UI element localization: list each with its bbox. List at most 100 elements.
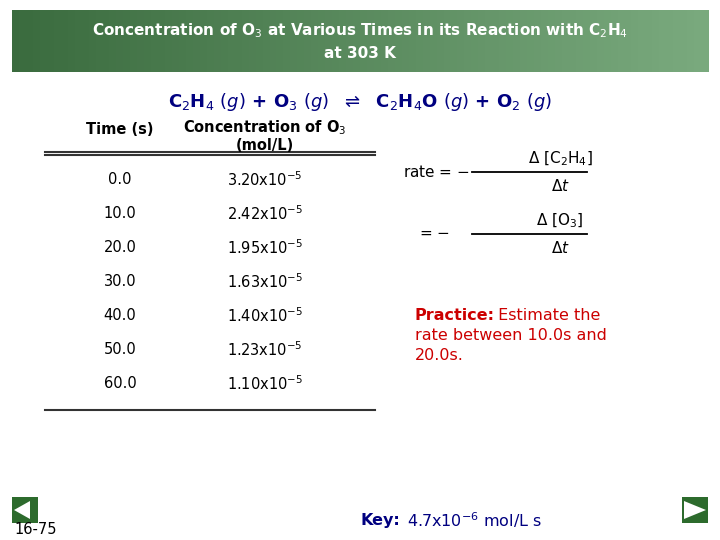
Text: $\Delta t$: $\Delta t$	[551, 240, 570, 256]
Bar	[12, 10, 20, 72]
Text: Key:: Key:	[360, 512, 400, 528]
Bar	[590, 10, 598, 72]
Bar	[360, 10, 368, 72]
Bar	[582, 10, 590, 72]
Text: 1.10x10$^{-5}$: 1.10x10$^{-5}$	[227, 375, 303, 393]
Text: 10.0: 10.0	[104, 206, 136, 221]
Text: at 303 K: at 303 K	[324, 46, 396, 62]
Bar	[256, 10, 264, 72]
Bar	[228, 10, 235, 72]
Bar	[276, 10, 284, 72]
Text: 1.95x10$^{-5}$: 1.95x10$^{-5}$	[227, 239, 303, 258]
Bar	[680, 10, 688, 72]
Bar	[221, 10, 229, 72]
Bar	[444, 10, 451, 72]
Bar	[395, 10, 402, 72]
Bar	[318, 10, 326, 72]
Bar	[436, 10, 444, 72]
Bar	[499, 10, 507, 72]
Bar	[415, 10, 423, 72]
Bar	[451, 10, 459, 72]
Bar	[423, 10, 431, 72]
Bar	[478, 10, 486, 72]
Bar	[409, 10, 417, 72]
Bar	[381, 10, 389, 72]
Text: $\Delta$ [C$_2$H$_4$]: $\Delta$ [C$_2$H$_4$]	[528, 150, 593, 168]
Bar	[242, 10, 250, 72]
Bar	[263, 10, 271, 72]
Bar	[235, 10, 243, 72]
Text: $\Delta$ [O$_3$]: $\Delta$ [O$_3$]	[536, 212, 584, 230]
Bar	[639, 10, 647, 72]
Text: 1.63x10$^{-5}$: 1.63x10$^{-5}$	[227, 273, 303, 292]
Text: 2.42x10$^{-5}$: 2.42x10$^{-5}$	[227, 205, 303, 224]
Bar	[618, 10, 626, 72]
Bar	[109, 10, 117, 72]
Bar	[33, 10, 41, 72]
Text: 16-75: 16-75	[14, 523, 56, 537]
Bar	[123, 10, 131, 72]
Bar	[75, 10, 83, 72]
Text: 20.0: 20.0	[104, 240, 136, 255]
Bar	[346, 10, 354, 72]
Text: 4.7x10$^{-6}$ mol/L s: 4.7x10$^{-6}$ mol/L s	[402, 510, 542, 530]
Bar	[12, 497, 38, 523]
Bar	[158, 10, 166, 72]
Bar	[138, 10, 145, 72]
Bar	[325, 10, 333, 72]
Bar	[172, 10, 180, 72]
Bar	[506, 10, 514, 72]
Text: Concentration of O$_3$ at Various Times in its Reaction with C$_2$H$_4$: Concentration of O$_3$ at Various Times …	[92, 22, 628, 40]
Bar	[597, 10, 605, 72]
Text: 50.0: 50.0	[104, 342, 136, 357]
Bar	[541, 10, 549, 72]
Bar	[374, 10, 382, 72]
Bar	[645, 10, 653, 72]
Text: 1.23x10$^{-5}$: 1.23x10$^{-5}$	[228, 341, 302, 359]
Text: rate between 10.0s and: rate between 10.0s and	[415, 328, 607, 343]
Bar	[694, 10, 702, 72]
Text: 30.0: 30.0	[104, 274, 136, 289]
Bar	[117, 10, 125, 72]
Bar	[353, 10, 361, 72]
Bar	[151, 10, 159, 72]
Bar	[81, 10, 89, 72]
Bar	[89, 10, 96, 72]
Polygon shape	[14, 501, 30, 519]
Bar	[26, 10, 34, 72]
Text: 40.0: 40.0	[104, 308, 136, 323]
Bar	[200, 10, 208, 72]
Text: 1.40x10$^{-5}$: 1.40x10$^{-5}$	[227, 307, 303, 325]
Bar	[666, 10, 674, 72]
Bar	[660, 10, 667, 72]
Bar	[472, 10, 480, 72]
Text: Practice:: Practice:	[415, 308, 495, 323]
Bar	[402, 10, 410, 72]
Bar	[179, 10, 187, 72]
Bar	[603, 10, 611, 72]
Bar	[562, 10, 570, 72]
Bar	[60, 10, 68, 72]
Bar	[576, 10, 584, 72]
Bar	[485, 10, 493, 72]
Bar	[682, 497, 708, 523]
Text: 20.0s.: 20.0s.	[415, 348, 464, 363]
Bar	[269, 10, 277, 72]
Text: = $-$: = $-$	[419, 226, 450, 241]
Bar	[193, 10, 201, 72]
Bar	[207, 10, 215, 72]
Bar	[165, 10, 173, 72]
Bar	[96, 10, 104, 72]
Text: 0.0: 0.0	[108, 172, 132, 187]
Bar	[68, 10, 76, 72]
Text: Time (s): Time (s)	[86, 123, 154, 138]
Bar	[464, 10, 472, 72]
Bar	[144, 10, 152, 72]
Text: Concentration of O$_3$: Concentration of O$_3$	[183, 119, 347, 137]
Bar	[40, 10, 48, 72]
Bar	[492, 10, 500, 72]
Bar	[520, 10, 528, 72]
Text: 3.20x10$^{-5}$: 3.20x10$^{-5}$	[228, 171, 302, 190]
Bar	[290, 10, 298, 72]
Bar	[47, 10, 55, 72]
